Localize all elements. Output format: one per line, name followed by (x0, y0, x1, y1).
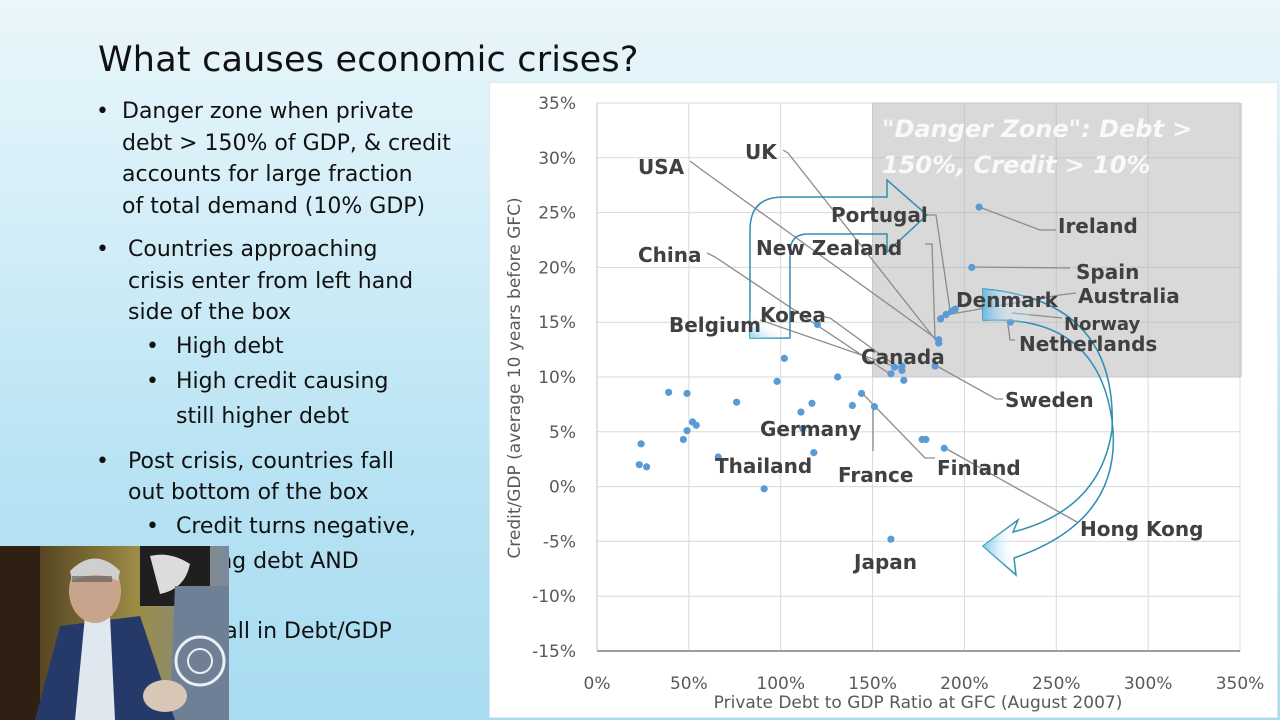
bullet-approaching-crisis: Countries approaching crisis enter from … (96, 234, 486, 329)
country-label: Canada (861, 345, 945, 369)
bullet-line: accounts for large fraction (122, 162, 413, 187)
bullet-line: Countries approaching (128, 237, 378, 262)
y-axis-tick-labels: 35% 30% 25% 20% 15% 10% 5% 0% -5% -10% -15% (532, 94, 576, 662)
country-label: USA (638, 155, 685, 179)
country-label: Ireland (1058, 214, 1138, 238)
entry-bent-arrow (749, 178, 929, 339)
bullet-line: Danger zone when private (122, 99, 414, 124)
svg-text:25%: 25% (538, 204, 576, 224)
country-label: Sweden (1005, 388, 1094, 412)
bullet-line: out bottom of the box (128, 480, 369, 505)
country-label: Norway (1064, 314, 1141, 335)
country-label: Japan (852, 550, 917, 574)
svg-text:30%: 30% (538, 149, 576, 169)
svg-text:-10%: -10% (532, 587, 576, 607)
svg-text:20%: 20% (538, 258, 576, 278)
svg-text:200%: 200% (940, 674, 989, 694)
svg-text:15%: 15% (538, 313, 576, 333)
bullet-line: crisis enter from left hand (128, 268, 414, 294)
bullet-line: debt > 150% of GDP, & credit (122, 130, 451, 156)
svg-text:300%: 300% (1124, 674, 1173, 694)
country-labels: Ireland Spain Denmark Australia Portugal Norw… (638, 140, 1203, 574)
sub-bullet-high-debt: High debt (96, 329, 486, 364)
bullet-line: of total demand (10% GDP) (122, 193, 426, 219)
country-label: Netherlands (1019, 332, 1157, 356)
bullet-line: still higher debt (176, 403, 350, 429)
chart-axes (596, 103, 1240, 652)
x-axis-tick-labels: 0% 50% 100% 150% 200% 250% 300% 350% (584, 674, 1265, 694)
country-label: Australia (1078, 284, 1180, 308)
svg-text:35%: 35% (538, 94, 576, 114)
presenter-webcam (0, 546, 229, 720)
svg-text:0%: 0% (549, 478, 576, 498)
presenter-video-icon (0, 546, 229, 720)
svg-text:-15%: -15% (532, 642, 576, 662)
bullet-danger-zone: Danger zone when private debt > 150% of … (96, 96, 486, 222)
svg-text:50%: 50% (670, 674, 708, 694)
country-label: Hong Kong (1080, 517, 1203, 541)
country-label: Germany (760, 417, 861, 441)
svg-text:100%: 100% (756, 674, 805, 694)
country-label: China (638, 243, 702, 267)
country-label: Korea (760, 303, 826, 327)
bullet-line: Credit turns negative, (176, 513, 416, 539)
svg-text:-5%: -5% (543, 532, 576, 552)
svg-text:250%: 250% (1032, 674, 1081, 694)
country-label: Belgium (669, 313, 761, 337)
country-label: Finland (937, 456, 1021, 480)
bullet-post-crisis: Post crisis, countries fall out bottom o… (96, 446, 486, 509)
bullet-line: High debt (176, 333, 284, 359)
bullet-line: Post crisis, countries fall (128, 448, 394, 474)
country-label: UK (745, 140, 778, 164)
svg-text:150%: 150% (848, 674, 897, 694)
country-label: Portugal (831, 203, 928, 227)
danger-zone-label-line1: "Danger Zone": Debt > (882, 115, 1192, 143)
svg-text:350%: 350% (1216, 674, 1265, 694)
bullet-list: Danger zone when private debt > 150% of … (96, 96, 486, 649)
slide-title: What causes economic crises? (98, 40, 639, 80)
country-label: Denmark (956, 288, 1059, 312)
svg-text:5%: 5% (549, 423, 576, 443)
svg-text:10%: 10% (538, 368, 576, 388)
country-label: New Zealand (756, 236, 902, 260)
bullet-line: High credit causing (176, 368, 389, 394)
country-label: Spain (1076, 260, 1139, 284)
x-axis-label: Private Debt to GDP Ratio at GFC (August… (714, 693, 1123, 713)
danger-zone-label-line2: 150%, Credit > 10% (882, 151, 1151, 179)
exit-curved-arrow (981, 288, 1115, 577)
country-label: France (838, 463, 913, 487)
sub-bullet-high-credit: High credit causing still higher debt (96, 364, 486, 434)
country-label: Thailand (715, 454, 812, 478)
scatter-points (635, 203, 1014, 543)
svg-text:0%: 0% (584, 674, 611, 694)
y-axis-label: Credit/GDP (average 10 years before GFC) (505, 197, 525, 558)
bullet-line: side of the box (128, 300, 292, 325)
